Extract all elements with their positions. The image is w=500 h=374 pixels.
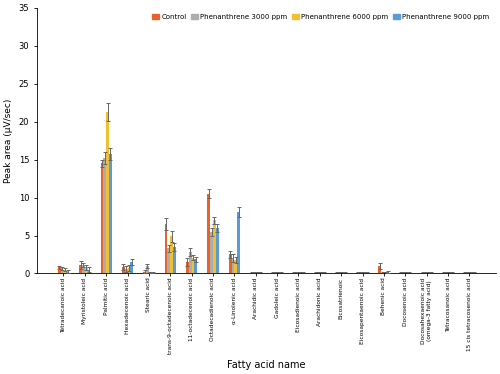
Bar <box>234 260 237 273</box>
Legend: Control, Phenanthrene 3000 ppm, Phenanthrene 6000 ppm, Phenanthrene 9000 ppm: Control, Phenanthrene 3000 ppm, Phenanth… <box>149 11 492 23</box>
Bar <box>58 267 60 273</box>
Bar <box>378 266 381 273</box>
Bar <box>189 252 192 273</box>
Bar <box>88 270 90 273</box>
Bar <box>100 163 103 273</box>
Bar <box>85 267 87 273</box>
Bar <box>104 158 106 273</box>
X-axis label: Fatty acid name: Fatty acid name <box>227 360 306 370</box>
Bar <box>124 269 128 273</box>
Bar <box>210 232 213 273</box>
Bar <box>386 272 390 273</box>
Bar <box>168 248 170 273</box>
Bar <box>229 254 232 273</box>
Bar <box>173 247 176 273</box>
Bar <box>66 272 69 273</box>
Bar <box>208 194 210 273</box>
Bar <box>170 236 173 273</box>
Bar <box>106 112 109 273</box>
Bar <box>216 228 218 273</box>
Bar <box>60 268 64 273</box>
Bar <box>194 260 197 273</box>
Bar <box>128 268 130 273</box>
Bar <box>79 265 82 273</box>
Bar <box>164 224 168 273</box>
Bar <box>213 220 216 273</box>
Bar <box>232 258 234 273</box>
Bar <box>64 270 66 273</box>
Bar <box>186 262 189 273</box>
Bar <box>130 262 133 273</box>
Bar <box>122 267 124 273</box>
Bar <box>237 212 240 273</box>
Bar <box>82 265 85 273</box>
Bar <box>109 154 112 273</box>
Bar <box>146 266 149 273</box>
Bar <box>192 258 194 273</box>
Bar <box>144 272 146 273</box>
Y-axis label: Peak area (μV/sec): Peak area (μV/sec) <box>4 98 13 183</box>
